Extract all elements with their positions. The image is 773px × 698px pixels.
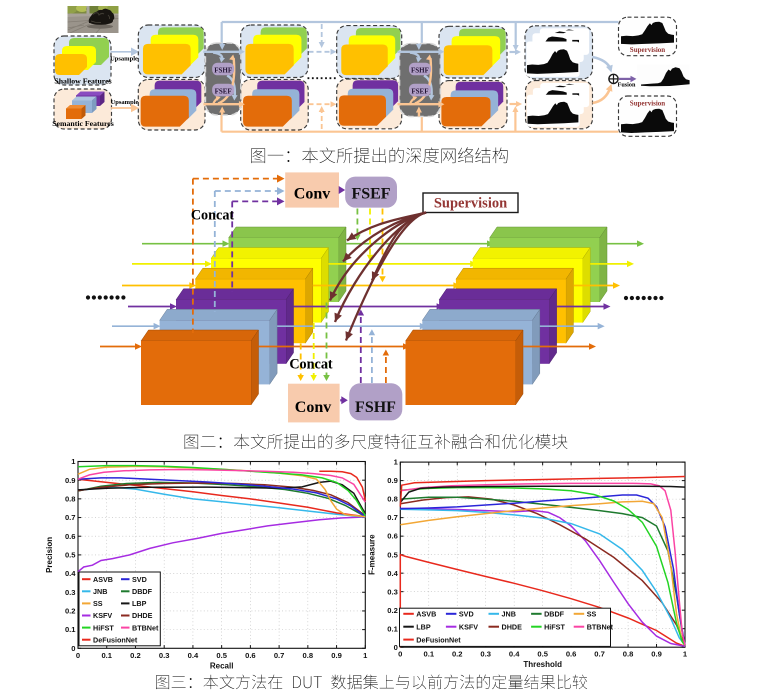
svg-text:Upsample: Upsample xyxy=(111,99,139,106)
svg-text:DBDF: DBDF xyxy=(544,610,565,619)
svg-text:JNB: JNB xyxy=(93,587,107,596)
svg-text:0.5: 0.5 xyxy=(387,550,398,559)
svg-text:0.6: 0.6 xyxy=(245,651,256,660)
svg-text:0: 0 xyxy=(71,644,75,653)
svg-text:0.9: 0.9 xyxy=(387,476,398,485)
svg-text:Upsample: Upsample xyxy=(110,55,138,62)
svg-text:0.8: 0.8 xyxy=(65,494,76,503)
svg-text:0.7: 0.7 xyxy=(274,651,285,660)
svg-text:0.1: 0.1 xyxy=(65,625,76,634)
svg-text:0.3: 0.3 xyxy=(65,588,76,597)
svg-text:Concat: Concat xyxy=(191,208,235,224)
svg-text:Supervision: Supervision xyxy=(434,196,507,212)
svg-text:Supervision: Supervision xyxy=(630,46,666,54)
svg-text:0.9: 0.9 xyxy=(65,476,76,485)
svg-text:0.6: 0.6 xyxy=(65,532,76,541)
svg-text:FSHF: FSHF xyxy=(214,66,232,74)
svg-text:0.2: 0.2 xyxy=(452,650,463,659)
svg-text:0.2: 0.2 xyxy=(130,651,141,660)
svg-text:0.9: 0.9 xyxy=(651,650,662,659)
svg-text:0.7: 0.7 xyxy=(387,513,398,522)
svg-text:0: 0 xyxy=(394,643,398,652)
svg-text:0.5: 0.5 xyxy=(537,650,548,659)
svg-text:ASVB: ASVB xyxy=(416,610,436,619)
svg-text:FSEF: FSEF xyxy=(411,87,428,95)
svg-text:0.4: 0.4 xyxy=(188,651,199,660)
svg-text:Threshold: Threshold xyxy=(523,660,562,669)
svg-text:FSEF: FSEF xyxy=(351,186,390,203)
svg-text:0.8: 0.8 xyxy=(303,651,314,660)
svg-text:LBP: LBP xyxy=(416,622,431,631)
svg-text:DHDE: DHDE xyxy=(132,611,153,620)
svg-text:1: 1 xyxy=(363,651,368,660)
svg-text:Fusion: Fusion xyxy=(618,82,636,89)
svg-text:Shallow Features: Shallow Features xyxy=(54,77,111,86)
svg-text:0.3: 0.3 xyxy=(387,587,398,596)
svg-text:SS: SS xyxy=(93,599,103,608)
svg-text:DeFusionNet: DeFusionNet xyxy=(93,635,138,644)
svg-text:Semantic Features: Semantic Features xyxy=(52,119,114,128)
svg-text:0.4: 0.4 xyxy=(65,569,76,578)
svg-text:1: 1 xyxy=(683,650,688,659)
svg-text:Conv: Conv xyxy=(295,399,331,416)
svg-text:0.1: 0.1 xyxy=(387,624,398,633)
svg-text:1: 1 xyxy=(71,457,76,466)
svg-text:F-measure: F-measure xyxy=(367,534,376,575)
svg-text:0.4: 0.4 xyxy=(509,650,520,659)
svg-text:DBDF: DBDF xyxy=(132,587,153,596)
svg-text:SVD: SVD xyxy=(459,610,474,619)
svg-text:0.6: 0.6 xyxy=(387,532,398,541)
svg-text:0.4: 0.4 xyxy=(387,569,398,578)
svg-text:BTBNet: BTBNet xyxy=(587,622,614,631)
svg-text:JNB: JNB xyxy=(502,610,516,619)
svg-text:Concat: Concat xyxy=(289,357,333,373)
svg-text:0.8: 0.8 xyxy=(387,495,398,504)
svg-text:0.2: 0.2 xyxy=(387,606,398,615)
svg-text:0.6: 0.6 xyxy=(566,650,577,659)
svg-text:0.9: 0.9 xyxy=(331,651,342,660)
svg-text:ASVB: ASVB xyxy=(93,575,113,584)
svg-text:SVD: SVD xyxy=(132,575,147,584)
svg-text:1: 1 xyxy=(394,458,399,467)
svg-text:KSFV: KSFV xyxy=(93,611,112,620)
svg-text:0.2: 0.2 xyxy=(65,607,76,616)
svg-text:0.5: 0.5 xyxy=(65,551,76,560)
svg-text:FSHF: FSHF xyxy=(411,66,429,74)
svg-text:0.1: 0.1 xyxy=(423,650,434,659)
svg-text:0.5: 0.5 xyxy=(216,651,227,660)
svg-text:HiFST: HiFST xyxy=(544,622,565,631)
svg-text:0.3: 0.3 xyxy=(480,650,491,659)
svg-text:KSFV: KSFV xyxy=(459,622,478,631)
svg-text:SS: SS xyxy=(587,610,597,619)
svg-text:0.7: 0.7 xyxy=(65,513,76,522)
svg-text:0: 0 xyxy=(398,650,402,659)
svg-text:0.7: 0.7 xyxy=(594,650,605,659)
svg-text:DHDE: DHDE xyxy=(502,622,523,631)
svg-text:Conv: Conv xyxy=(294,186,330,203)
svg-text:0.8: 0.8 xyxy=(623,650,634,659)
svg-text:Supervision: Supervision xyxy=(630,100,666,108)
svg-text:0: 0 xyxy=(76,651,80,660)
svg-text:0.1: 0.1 xyxy=(101,651,112,660)
svg-text:LBP: LBP xyxy=(132,599,147,608)
svg-text:FSHF: FSHF xyxy=(355,399,396,416)
svg-text:DeFusionNet: DeFusionNet xyxy=(416,635,461,644)
svg-text:0.3: 0.3 xyxy=(159,651,170,660)
svg-text:BTBNet: BTBNet xyxy=(132,623,159,632)
svg-text:Recall: Recall xyxy=(210,661,234,670)
svg-text:Precision: Precision xyxy=(45,537,54,573)
svg-text:FSEF: FSEF xyxy=(215,87,232,95)
svg-text:HiFST: HiFST xyxy=(93,623,114,632)
